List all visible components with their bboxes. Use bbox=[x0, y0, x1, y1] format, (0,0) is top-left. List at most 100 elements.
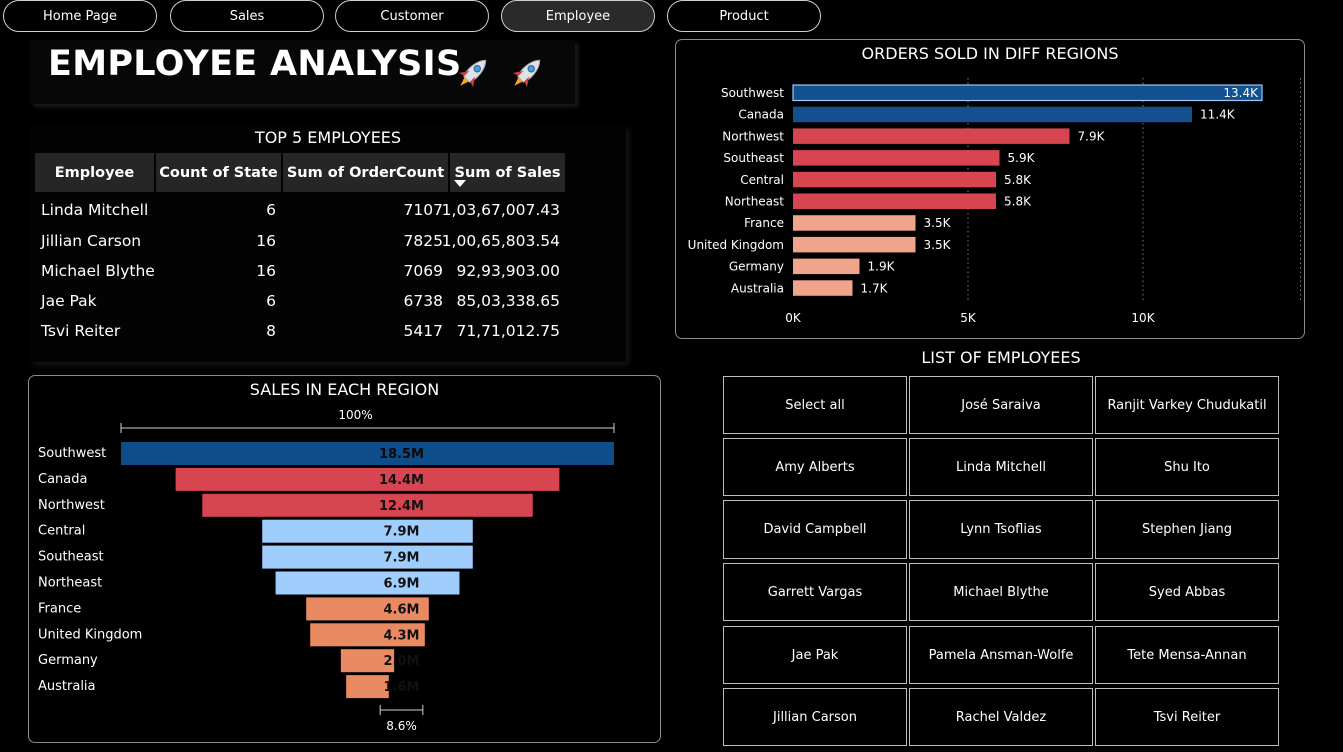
cell-count-of-state: 6 bbox=[266, 292, 276, 310]
column-header-sum-of-sales[interactable]: Sum of Sales bbox=[450, 153, 565, 192]
data-label-northwest: 7.9K bbox=[1078, 129, 1106, 143]
data-label-australia: 1.6M bbox=[384, 680, 420, 695]
slicer-item-garrett-vargas[interactable]: Garrett Vargas bbox=[723, 563, 907, 621]
slicer-item-stephen-jiang[interactable]: Stephen Jiang bbox=[1095, 500, 1279, 559]
slicer-item-ranjit-varkey-chudukatil[interactable]: Ranjit Varkey Chudukatil bbox=[1095, 376, 1279, 434]
data-label-southeast: 7.9M bbox=[384, 551, 420, 566]
funnel-bar-france[interactable] bbox=[306, 597, 429, 621]
bar-northeast[interactable] bbox=[793, 193, 996, 210]
slicer-item-jos-saraiva[interactable]: José Saraiva bbox=[909, 376, 1093, 434]
funnel-bar-central[interactable] bbox=[262, 519, 473, 543]
category-label-germany: Germany bbox=[729, 260, 784, 274]
category-label-france: France bbox=[744, 216, 784, 230]
bar-france[interactable] bbox=[793, 215, 916, 231]
cell-employee: Jillian Carson bbox=[41, 232, 142, 250]
funnel-top-percent: 100% bbox=[338, 408, 372, 422]
data-label-united-kingdom: 3.5K bbox=[924, 238, 952, 252]
slicer-item-rachel-valdez[interactable]: Rachel Valdez bbox=[909, 688, 1093, 746]
funnel-bar-southwest[interactable] bbox=[121, 442, 614, 465]
bar-central[interactable] bbox=[793, 171, 996, 188]
slicer-item-pamela-ansman-wolfe[interactable]: Pamela Ansman-Wolfe bbox=[909, 626, 1093, 684]
cell-count-of-state: 8 bbox=[266, 322, 276, 340]
tab-employee[interactable]: Employee bbox=[501, 0, 655, 32]
column-header-count-of-state[interactable]: Count of State bbox=[156, 153, 281, 192]
data-label-france: 3.5K bbox=[924, 216, 952, 230]
bar-northwest[interactable] bbox=[793, 128, 1070, 144]
data-label-northeast: 5.8K bbox=[1004, 195, 1032, 209]
slicer-item-shu-ito[interactable]: Shu Ito bbox=[1095, 438, 1279, 496]
rocket-icon bbox=[512, 59, 541, 88]
cell-count-of-state: 6 bbox=[266, 201, 276, 219]
bar-australia[interactable] bbox=[793, 280, 853, 296]
slicer-item-michael-blythe[interactable]: Michael Blythe bbox=[909, 563, 1093, 621]
x-tick-label: 10K bbox=[1131, 311, 1155, 325]
column-header-sum-of-ordercount[interactable]: Sum of OrderCount bbox=[283, 153, 448, 192]
tab-home-page[interactable]: Home Page bbox=[3, 0, 157, 32]
bar-canada[interactable] bbox=[793, 106, 1192, 123]
column-header-employee[interactable]: Employee bbox=[35, 153, 154, 192]
cell-employee: Michael Blythe bbox=[41, 262, 155, 280]
category-label-southwest: Southwest bbox=[38, 446, 106, 461]
slicer-item-jillian-carson[interactable]: Jillian Carson bbox=[723, 688, 907, 746]
category-label-united-kingdom: United Kingdom bbox=[688, 238, 784, 252]
category-label-france: France bbox=[38, 601, 81, 616]
data-label-united-kingdom: 4.3M bbox=[384, 628, 420, 643]
bar-southeast[interactable] bbox=[793, 150, 1000, 166]
bar-germany[interactable] bbox=[793, 258, 860, 275]
tab-sales[interactable]: Sales bbox=[170, 0, 324, 32]
data-label-southeast: 5.9K bbox=[1008, 151, 1036, 165]
category-label-southeast: Southeast bbox=[38, 550, 104, 565]
cell-employee: Linda Mitchell bbox=[41, 201, 149, 219]
data-label-canada: 14.4M bbox=[379, 473, 424, 488]
cell-count-of-state: 16 bbox=[256, 232, 276, 250]
slicer-item-jae-pak[interactable]: Jae Pak bbox=[723, 626, 907, 684]
cell-sum-of-sales: 92,93,903.00 bbox=[456, 262, 560, 280]
employee-list-title: LIST OF EMPLOYEES bbox=[921, 348, 1081, 367]
data-label-canada: 11.4K bbox=[1200, 108, 1236, 122]
funnel-bar-australia[interactable] bbox=[346, 675, 389, 699]
category-label-northeast: Northeast bbox=[38, 576, 102, 591]
slicer-item-lynn-tsoflias[interactable]: Lynn Tsoflias bbox=[909, 500, 1093, 559]
slicer-item-syed-abbas[interactable]: Syed Abbas bbox=[1095, 563, 1279, 621]
tab-product[interactable]: Product bbox=[667, 0, 821, 32]
bar-united-kingdom[interactable] bbox=[793, 236, 916, 253]
top-employees-table: TOP 5 EMPLOYEES Employee Count of State … bbox=[30, 126, 626, 362]
x-tick-label: 5K bbox=[960, 311, 977, 325]
slicer-item-tsvi-reiter[interactable]: Tsvi Reiter bbox=[1095, 688, 1279, 746]
category-label-southwest: Southwest bbox=[721, 86, 784, 100]
cell-sum-of-ordercount: 6738 bbox=[403, 292, 443, 310]
slicer-item-tete-mensa-annan[interactable]: Tete Mensa-Annan bbox=[1095, 626, 1279, 684]
category-label-canada: Canada bbox=[738, 108, 784, 122]
funnel-bar-southeast[interactable] bbox=[262, 545, 473, 569]
tab-customer[interactable]: Customer bbox=[335, 0, 489, 32]
funnel-bar-northwest[interactable] bbox=[202, 493, 533, 517]
chart-title: ORDERS SOLD IN DIFF REGIONS bbox=[861, 44, 1119, 63]
category-label-australia: Australia bbox=[38, 679, 96, 694]
page-title: EMPLOYEE ANALYSIS bbox=[48, 44, 462, 84]
slicer-item-amy-alberts[interactable]: Amy Alberts bbox=[723, 438, 907, 496]
data-label-germany: 2.0M bbox=[384, 654, 420, 669]
funnel-bar-northeast[interactable] bbox=[275, 571, 460, 595]
funnel-bar-united-kingdom[interactable] bbox=[310, 623, 425, 647]
data-label-northwest: 12.4M bbox=[379, 499, 424, 514]
category-label-canada: Canada bbox=[38, 472, 87, 487]
bar-southwest[interactable] bbox=[792, 84, 1263, 102]
slicer-select-all[interactable]: Select all bbox=[723, 376, 907, 434]
funnel-bar-canada[interactable] bbox=[175, 467, 560, 491]
title-card: EMPLOYEE ANALYSIS bbox=[30, 40, 575, 104]
category-label-australia: Australia bbox=[731, 281, 784, 295]
cell-sum-of-ordercount: 5417 bbox=[403, 322, 443, 340]
slicer-item-david-campbell[interactable]: David Campbell bbox=[723, 500, 907, 559]
data-label-northeast: 6.9M bbox=[384, 577, 420, 592]
category-label-northwest: Northwest bbox=[722, 129, 784, 143]
cell-sum-of-sales: 1,03,67,007.43 bbox=[441, 201, 560, 219]
data-label-central: 7.9M bbox=[384, 525, 420, 540]
chart-title: SALES IN EACH REGION bbox=[249, 380, 440, 399]
category-label-southeast: Southeast bbox=[723, 151, 784, 165]
slicer-item-linda-mitchell[interactable]: Linda Mitchell bbox=[909, 438, 1093, 496]
category-label-germany: Germany bbox=[38, 653, 98, 668]
cell-sum-of-ordercount: 7107 bbox=[403, 201, 443, 219]
sort-descending-icon[interactable] bbox=[454, 180, 466, 188]
sales-by-region-funnel: SALES IN EACH REGION 100% Southwest 18.5M C… bbox=[28, 375, 661, 743]
funnel-bar-germany[interactable] bbox=[340, 649, 395, 673]
